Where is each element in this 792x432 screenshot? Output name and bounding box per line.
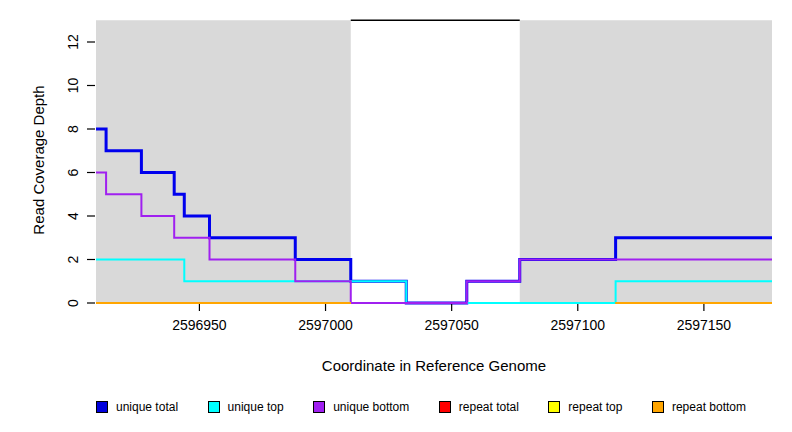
legend-label: repeat top [568,400,622,414]
legend-item-unique-top: unique top [208,400,284,414]
x-tick-label: 2597100 [551,317,606,333]
legend: unique total unique top unique bottom repea… [96,398,746,416]
legend-item-unique-total: unique total [96,400,178,414]
legend-label: unique top [228,400,284,414]
x-tick-label: 2597000 [298,317,353,333]
y-axis-title: Read Coverage Depth [30,85,47,234]
legend-label: unique bottom [333,400,409,414]
legend-label: repeat total [459,400,519,414]
y-tick-label: 2 [65,255,81,263]
y-tick-label: 4 [65,212,81,220]
legend-swatch-unique-bottom [313,401,325,413]
y-tick-label: 6 [65,168,81,176]
legend-swatch-unique-top [208,401,220,413]
legend-item-repeat-top: repeat top [548,400,622,414]
x-tick-label: 2596950 [172,317,227,333]
legend-label: unique total [116,400,178,414]
x-tick-label: 2597050 [424,317,479,333]
y-tick-label: 10 [65,78,81,94]
chart-figure: 2596950 2597000 2597050 2597100 2597150 0 2 4 6 8… [0,0,792,432]
legend-swatch-unique-total [96,401,108,413]
coverage-plot: 2596950 2597000 2597050 2597100 2597150 0 2 4 6 8… [0,0,792,392]
legend-swatch-repeat-top [548,401,560,413]
legend-swatch-repeat-total [439,401,451,413]
legend-label: repeat bottom [672,400,746,414]
legend-swatch-repeat-bottom [652,401,664,413]
y-tick-label: 0 [65,299,81,307]
legend-item-unique-bottom: unique bottom [313,400,409,414]
x-axis-title: Coordinate in Reference Genome [96,357,772,374]
legend-item-repeat-total: repeat total [439,400,519,414]
x-tick-label: 2597150 [677,317,732,333]
y-tick-label: 8 [65,125,81,133]
legend-item-repeat-bottom: repeat bottom [652,400,746,414]
y-tick-label: 12 [65,34,81,50]
